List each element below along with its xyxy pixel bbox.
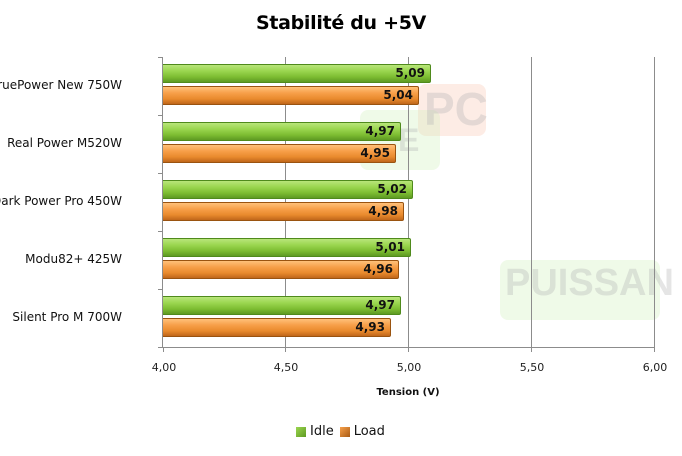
bar-value: 4,95: [360, 146, 390, 160]
legend-item-load: Load: [339, 424, 385, 439]
chart-title: Stabilité du +5V: [255, 12, 427, 34]
category-label: Silent Pro M 700W: [12, 310, 122, 324]
bar-value: 4,93: [355, 320, 385, 334]
y-tick: [158, 57, 163, 58]
y-tick: [158, 173, 163, 174]
category-label: TruePower New 750W: [0, 78, 122, 92]
bar-load-silentpro: 4,93: [163, 318, 391, 337]
bar-value: 4,97: [365, 298, 395, 312]
watermark-text-puissance: PUISSAN: [505, 262, 674, 304]
plot-area: 5,09 5,04 4,97 4,95 5,02 4,98 5,01 4,96 …: [0, 57, 655, 352]
bar-load-realpower: 4,95: [163, 144, 396, 163]
gridline-550: [531, 57, 532, 347]
bar-idle-truepower: 5,09: [163, 64, 431, 83]
category-label: Dark Power Pro 450W: [0, 194, 122, 208]
x-tick-label: 5,50: [519, 361, 545, 374]
bar-value: 5,02: [377, 182, 407, 196]
x-axis: [163, 347, 655, 348]
x-tick-label: 5,00: [396, 361, 422, 374]
x-tick: [654, 347, 655, 352]
x-tick-label: 4,00: [151, 361, 177, 374]
y-tick: [158, 231, 163, 232]
y-tick: [158, 347, 163, 348]
y-tick: [158, 289, 163, 290]
x-tick: [531, 347, 532, 352]
bar-idle-silentpro: 4,97: [163, 296, 401, 315]
bar-idle-darkpower: 5,02: [163, 180, 413, 199]
watermark-box-red: [418, 84, 486, 136]
legend: Idle Load: [296, 424, 385, 439]
category-label: Real Power M520W: [7, 136, 122, 150]
bar-value: 5,09: [395, 66, 425, 80]
x-tick: [408, 347, 409, 352]
x-tick: [163, 347, 164, 352]
y-tick: [158, 115, 163, 116]
legend-label: Idle: [310, 424, 334, 439]
bar-value: 5,01: [375, 240, 405, 254]
gridline-600: [654, 57, 655, 347]
bar-value: 5,04: [383, 88, 413, 102]
x-tick-label: 6,00: [642, 361, 668, 374]
bar-load-darkpower: 4,98: [163, 202, 404, 221]
x-axis-title: Tension (V): [376, 387, 440, 398]
watermark-text-pc: PC: [424, 83, 488, 135]
legend-label: Load: [353, 424, 385, 439]
bar-idle-modu82: 5,01: [163, 238, 411, 257]
bar-idle-realpower: 4,97: [163, 122, 401, 141]
x-tick: [285, 347, 286, 352]
bar-value: 4,98: [368, 204, 398, 218]
bar-value: 4,97: [365, 124, 395, 138]
bar-load-modu82: 4,96: [163, 260, 399, 279]
watermark-box-green-bottom: [500, 260, 660, 320]
y-axis: [162, 57, 163, 348]
x-tick-label: 4,50: [273, 361, 299, 374]
bar-value: 4,96: [363, 262, 393, 276]
category-label: Modu82+ 425W: [25, 252, 122, 266]
gridline-500: [408, 57, 409, 347]
bar-load-truepower: 5,04: [163, 86, 419, 105]
legend-item-idle: Idle: [296, 424, 334, 439]
legend-swatch-load-icon: [339, 426, 350, 437]
legend-swatch-idle-icon: [296, 426, 306, 437]
